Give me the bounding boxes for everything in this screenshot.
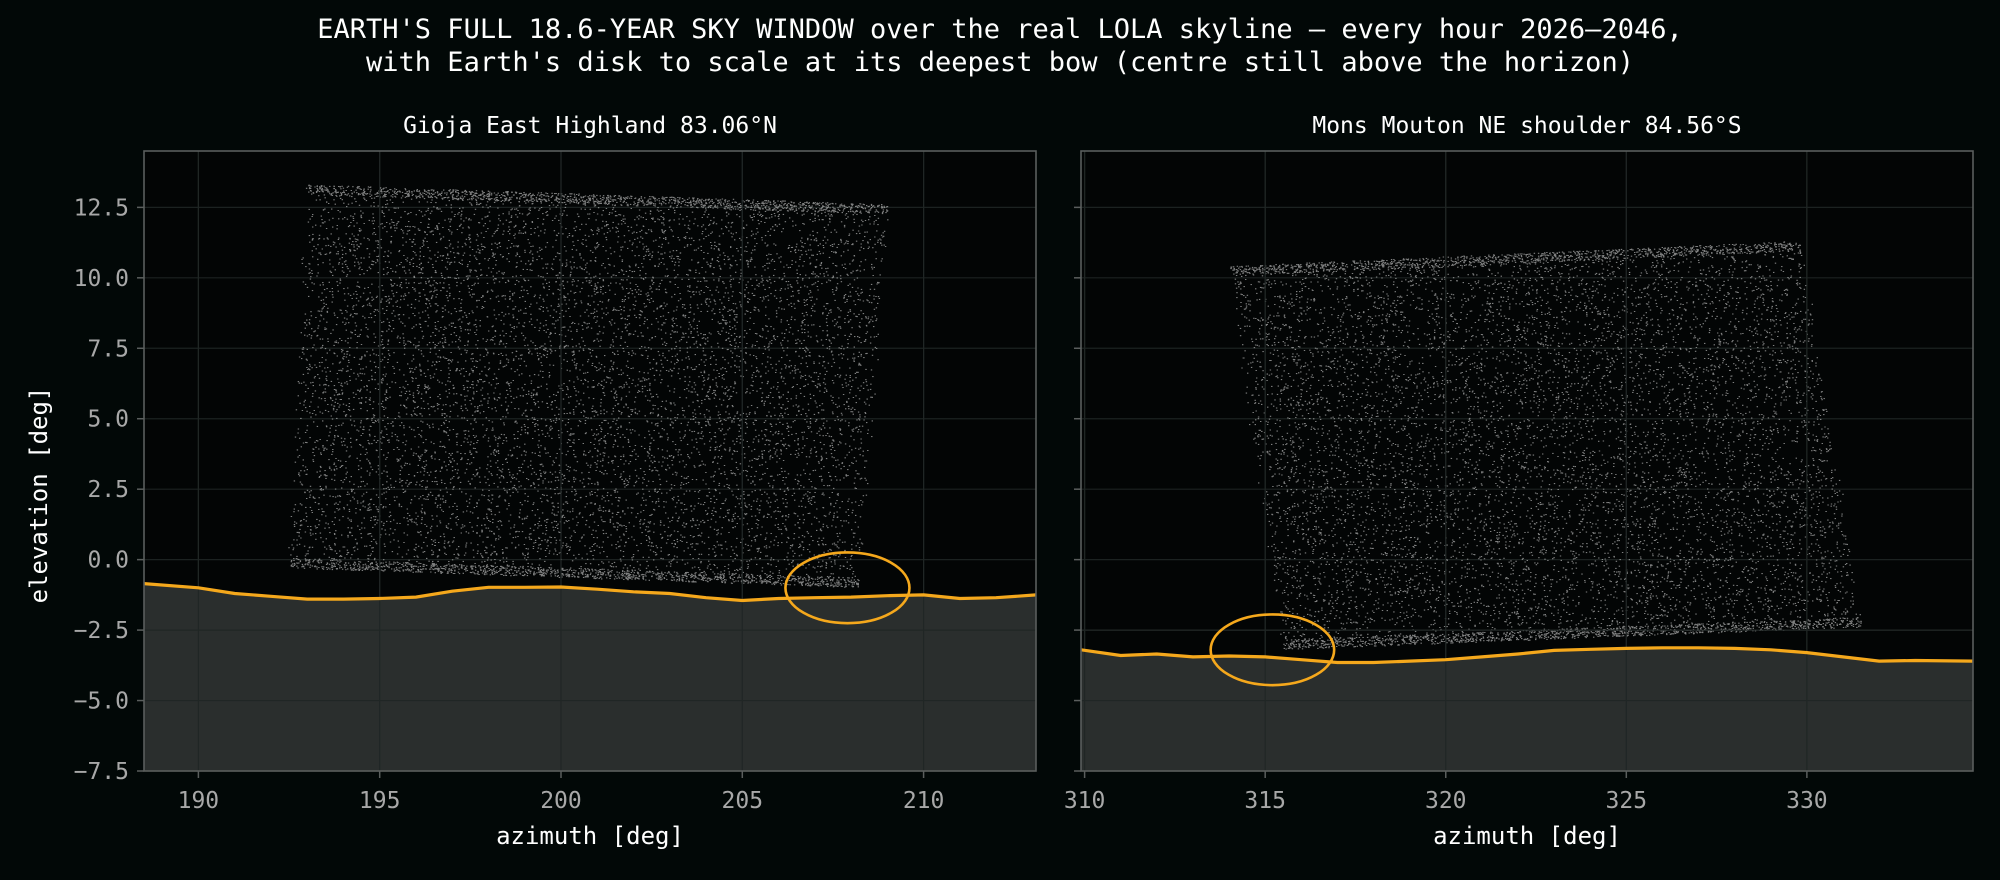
x-ticks: 190 195 200 205 210: [178, 771, 945, 814]
x-tick-label: 325: [1606, 788, 1648, 814]
plot-content: [144, 151, 1036, 771]
y-tick-label: 10.0: [74, 266, 129, 292]
horizon-line: [1081, 646, 1973, 665]
earth-disk: [784, 551, 911, 625]
x-tick-label: 320: [1425, 788, 1467, 814]
axes-frame: [1080, 150, 1974, 772]
axes-frame: [143, 150, 1037, 772]
y-tick-label: 2.5: [87, 477, 129, 503]
x-tick-label: 195: [359, 788, 401, 814]
sky-window-points: [1230, 241, 1862, 650]
x-tick-label: 210: [903, 788, 945, 814]
x-ticks: 310 315 320 325 330: [1064, 771, 1828, 814]
figure-title-line1: EARTH'S FULL 18.6-YEAR SKY WINDOW over t…: [317, 14, 1682, 45]
panel-mons-mouton: Mons Mouton NE shoulder 84.56°S azimuth …: [1064, 113, 1974, 850]
panel-title: Gioja East Highland 83.06°N: [403, 113, 777, 139]
y-ticks: −7.5 −5.0 −2.5 0.0 2.5 5.0 7.5 10.0 12.5: [74, 195, 144, 785]
terrain-fill: [144, 583, 1036, 771]
terrain-fill: [1081, 647, 1973, 771]
y-tick-label: −7.5: [74, 759, 129, 785]
sky-window-points: [288, 184, 889, 588]
x-tick-label: 190: [178, 788, 220, 814]
y-tick-label: −5.0: [74, 689, 129, 715]
y-tick-label: 12.5: [74, 195, 129, 221]
figure-title-line2: with Earth's disk to scale at its deepes…: [366, 47, 1634, 78]
x-tick-label: 200: [540, 788, 582, 814]
horizon-line: [144, 582, 1036, 603]
panel-title: Mons Mouton NE shoulder 84.56°S: [1312, 113, 1741, 139]
x-tick-label: 205: [722, 788, 764, 814]
x-tick-label: 330: [1786, 788, 1828, 814]
panel-gioja: Gioja East Highland 83.06°N azimuth [deg…: [25, 113, 1037, 850]
x-axis-label: azimuth [deg]: [1433, 822, 1621, 850]
y-tick-label: −2.5: [74, 618, 129, 644]
y-ticks: [1074, 206, 1081, 772]
y-tick-label: 0.0: [87, 548, 129, 574]
earth-disk: [1209, 613, 1336, 687]
x-axis-label: azimuth [deg]: [496, 822, 684, 850]
y-axis-label: elevation [deg]: [25, 387, 53, 604]
plot-content: [1081, 151, 1973, 771]
y-tick-label: 7.5: [87, 336, 129, 362]
x-tick-label: 310: [1064, 788, 1106, 814]
y-tick-label: 5.0: [87, 407, 129, 433]
x-tick-label: 315: [1244, 788, 1286, 814]
